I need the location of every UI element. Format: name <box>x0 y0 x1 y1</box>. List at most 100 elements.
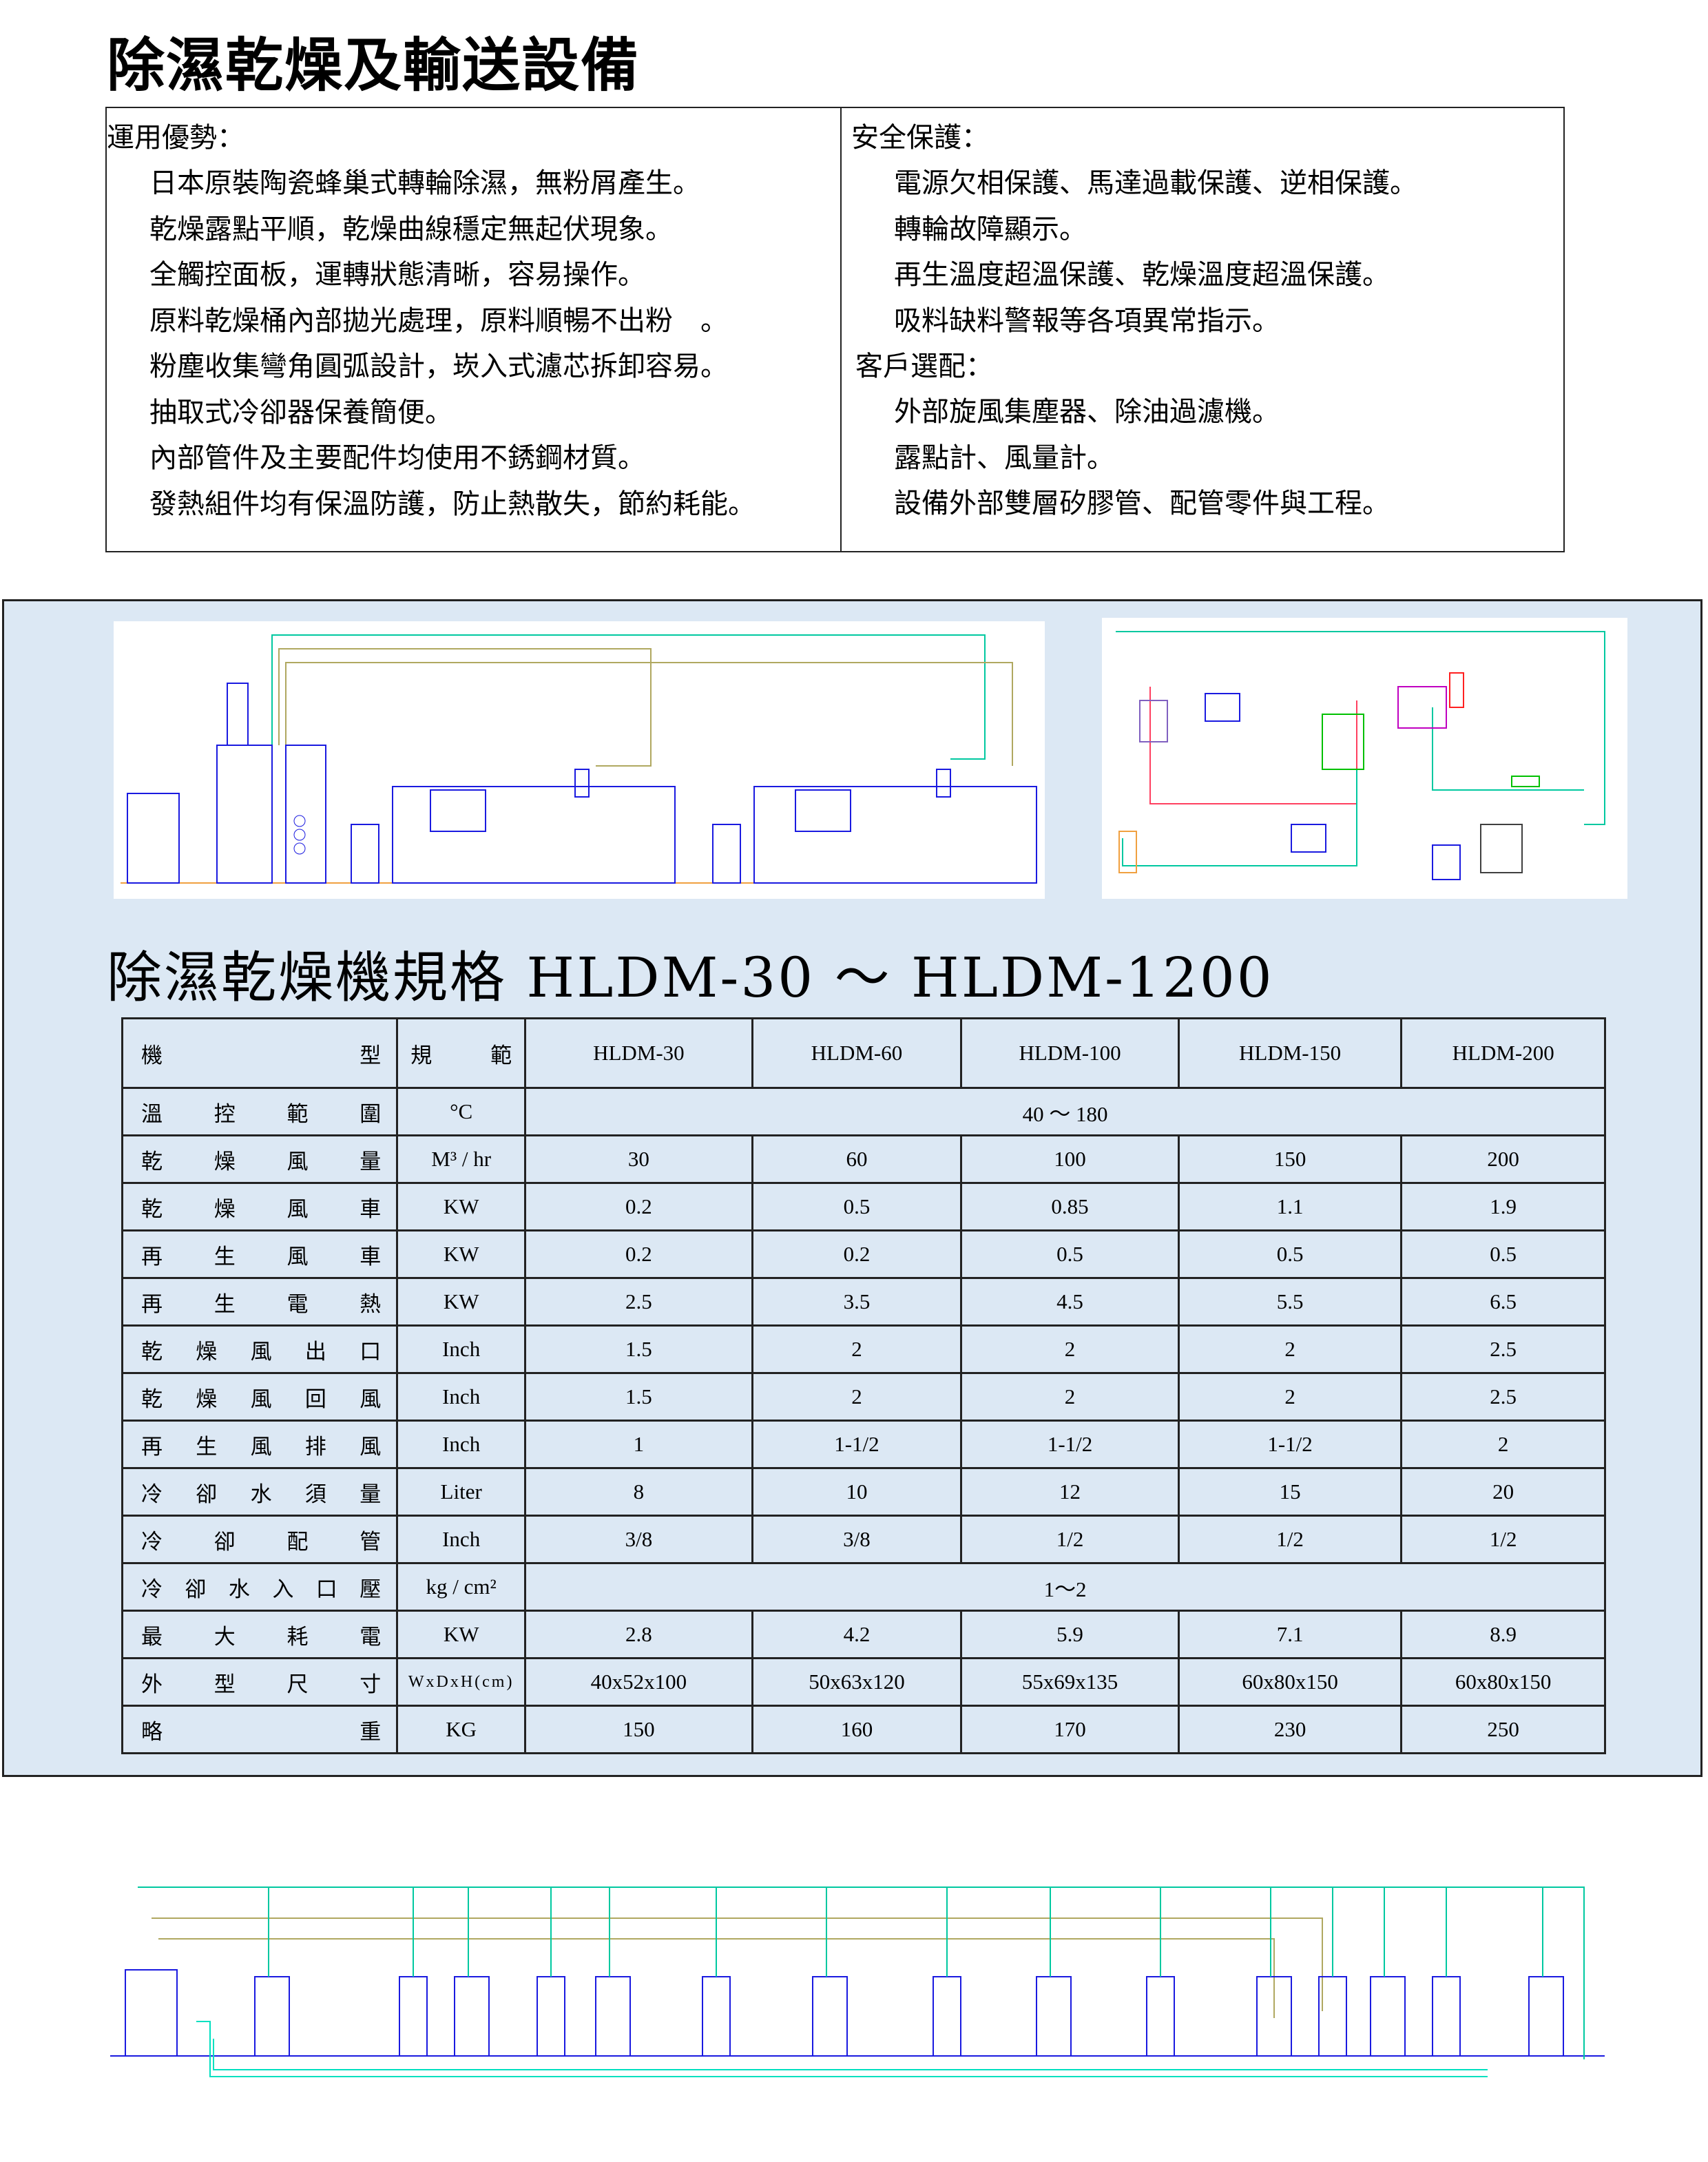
machine-unit <box>1256 1976 1292 2057</box>
row-label: 冷卻水入口壓 <box>141 1577 382 1602</box>
cell-value: 150 <box>1177 1134 1403 1184</box>
machine-unit <box>595 1976 631 2057</box>
row-label-cell: 外型尺寸 <box>121 1657 399 1707</box>
cell-value: 1/2 <box>1177 1515 1403 1564</box>
machine-unit <box>1146 1976 1175 2057</box>
machine-unit <box>1036 1976 1072 2057</box>
feature-item: 轉輪故障顯示。 <box>894 213 1087 245</box>
table-row: 冷卻水入口壓 kg / cm² 1～2 <box>121 1562 1606 1612</box>
header-model-label: 機型 <box>141 1043 382 1068</box>
row-label-cell: 冷卻水入口壓 <box>121 1562 399 1612</box>
cell-value: 0.5 <box>1400 1229 1606 1279</box>
cell-value: 60x80x150 <box>1177 1657 1403 1707</box>
row-label: 溫控範圍 <box>141 1101 382 1127</box>
cell-value: 55x69x135 <box>960 1657 1180 1707</box>
header-unit-label: 規範 <box>410 1043 512 1068</box>
header-unit: 規範 <box>396 1017 527 1089</box>
row-unit: Inch <box>396 1324 527 1374</box>
cell-value: 1-1/2 <box>751 1420 963 1469</box>
cell-value: 50x63x120 <box>751 1657 963 1707</box>
row-label: 外型尺寸 <box>141 1672 382 1697</box>
cell-value: 6.5 <box>1400 1277 1606 1327</box>
machine-unit <box>537 1976 565 2057</box>
machine-unit <box>933 1976 961 2057</box>
cell-value: 8.9 <box>1400 1610 1606 1659</box>
row-unit: KW <box>396 1229 527 1279</box>
row-label-cell: 最大耗電 <box>121 1610 399 1659</box>
cell-value: 0.85 <box>960 1182 1180 1231</box>
cell-value: 60x80x150 <box>1400 1657 1606 1707</box>
header-model-name: HLDM-60 <box>751 1017 963 1089</box>
table-row: 乾燥風車 KW 0.2 0.5 0.85 1.1 1.9 <box>121 1182 1606 1231</box>
row-label: 略重 <box>141 1719 382 1745</box>
header-model-name: HLDM-200 <box>1400 1017 1606 1089</box>
feature-item: 設備外部雙層矽膠管、配管零件與工程。 <box>894 488 1390 519</box>
cell-value: 2 <box>751 1324 963 1374</box>
advantages-column: 運用優勢： 日本原裝陶瓷蜂巢式轉輪除濕，無粉屑產生。 乾燥露點平順，乾燥曲線穩定無… <box>107 108 842 551</box>
spec-table: 機型 規範 HLDM-30 HLDM-60 HLDM-100 HLDM-150 … <box>121 1017 1606 1754</box>
cell-value: 0.5 <box>960 1229 1180 1279</box>
cell-value: 5.9 <box>960 1610 1180 1659</box>
table-row: 略重 KG 150 160 170 230 250 <box>121 1705 1606 1754</box>
features-box: 運用優勢： 日本原裝陶瓷蜂巢式轉輪除濕，無粉屑產生。 乾燥露點平順，乾燥曲線穩定無… <box>105 107 1565 552</box>
cell-value: 1.9 <box>1400 1182 1606 1231</box>
feature-item: 全觸控面板，運轉狀態清晰，容易操作。 <box>149 259 645 291</box>
feature-item: 內部管件及主要配件均使用不銹鋼材質。 <box>149 442 645 474</box>
row-label: 最大耗電 <box>141 1624 382 1650</box>
row-unit: Inch <box>396 1372 527 1422</box>
machine-unit <box>702 1976 731 2057</box>
safety-column: 安全保護： 電源欠相保護、馬達過載保護、逆相保護。 轉輪故障顯示。 再生溫度超溫保護… <box>842 108 1563 551</box>
feature-item: 吸料缺料警報等各項異常指示。 <box>894 304 1280 337</box>
cell-value: 8 <box>524 1467 753 1517</box>
feature-item: 原料乾燥桶內部拋光處理，原料順暢不出粉 。 <box>149 304 728 337</box>
cell-value: 3.5 <box>751 1277 963 1327</box>
row-label: 再生風排風 <box>141 1434 382 1459</box>
cell-value: 100 <box>960 1134 1180 1184</box>
table-row: 最大耗電 KW 2.8 4.2 5.9 7.1 8.9 <box>121 1610 1606 1659</box>
cell-value: 1-1/2 <box>1177 1420 1403 1469</box>
feature-item: 露點計、風量計。 <box>894 441 1114 474</box>
table-header-row: 機型 規範 HLDM-30 HLDM-60 HLDM-100 HLDM-150 … <box>121 1017 1606 1089</box>
feature-item: 電源欠相保護、馬達過載保護、逆相保護。 <box>894 167 1417 199</box>
row-label: 再生風車 <box>141 1244 382 1269</box>
feature-item: 日本原裝陶瓷蜂巢式轉輪除濕，無粉屑產生。 <box>149 167 700 199</box>
spec-title: 除濕乾燥機規格 HLDM-30 ～ HLDM-1200 <box>107 946 1274 1010</box>
table-row: 再生風排風 Inch 1 1-1/2 1-1/2 1-1/2 2 <box>121 1420 1606 1469</box>
cell-value: 250 <box>1400 1705 1606 1754</box>
cell-value: 2 <box>1400 1420 1606 1469</box>
cell-value: 2.5 <box>1400 1324 1606 1374</box>
table-row: 冷卻水須量 Liter 8 10 12 15 20 <box>121 1467 1606 1517</box>
cell-value: 15 <box>1177 1467 1403 1517</box>
row-label-cell: 冷卻配管 <box>121 1515 399 1564</box>
cell-value: 1-1/2 <box>960 1420 1180 1469</box>
row-label: 冷卻配管 <box>141 1529 382 1555</box>
cell-value: 2 <box>960 1372 1180 1422</box>
machine-unit <box>254 1976 290 2057</box>
cell-value: 20 <box>1400 1467 1606 1517</box>
advantages-heading: 運用優勢： <box>107 122 244 154</box>
cell-value: 40x52x100 <box>524 1657 753 1707</box>
cell-value: 60 <box>751 1134 963 1184</box>
row-unit: °C <box>396 1087 527 1136</box>
cell-value: 30 <box>524 1134 753 1184</box>
cell-value: 0.2 <box>751 1229 963 1279</box>
table-row: 冷卻配管 Inch 3/8 3/8 1/2 1/2 1/2 <box>121 1515 1606 1564</box>
row-label: 乾燥風出口 <box>141 1339 382 1364</box>
cell-value: 3/8 <box>751 1515 963 1564</box>
table-row: 再生風車 KW 0.2 0.2 0.5 0.5 0.5 <box>121 1229 1606 1279</box>
cell-value: 1/2 <box>960 1515 1180 1564</box>
machine-unit <box>1432 1976 1461 2057</box>
cell-value: 1/2 <box>1400 1515 1606 1564</box>
system-piping-schematic <box>1102 618 1627 899</box>
cell-value: 12 <box>960 1467 1180 1517</box>
central-conveying-layout-diagram <box>110 1886 1605 2077</box>
page-title: 除濕乾燥及輸送設備 <box>107 32 640 99</box>
row-unit: KW <box>396 1277 527 1327</box>
table-row: 再生電熱 KW 2.5 3.5 4.5 5.5 6.5 <box>121 1277 1606 1327</box>
cell-value: 7.1 <box>1177 1610 1403 1659</box>
cell-value: 170 <box>960 1705 1180 1754</box>
cell-value: 150 <box>524 1705 753 1754</box>
row-label: 乾燥風車 <box>141 1196 382 1222</box>
table-row: 乾燥風出口 Inch 1.5 2 2 2 2.5 <box>121 1324 1606 1374</box>
cell-value: 230 <box>1177 1705 1403 1754</box>
